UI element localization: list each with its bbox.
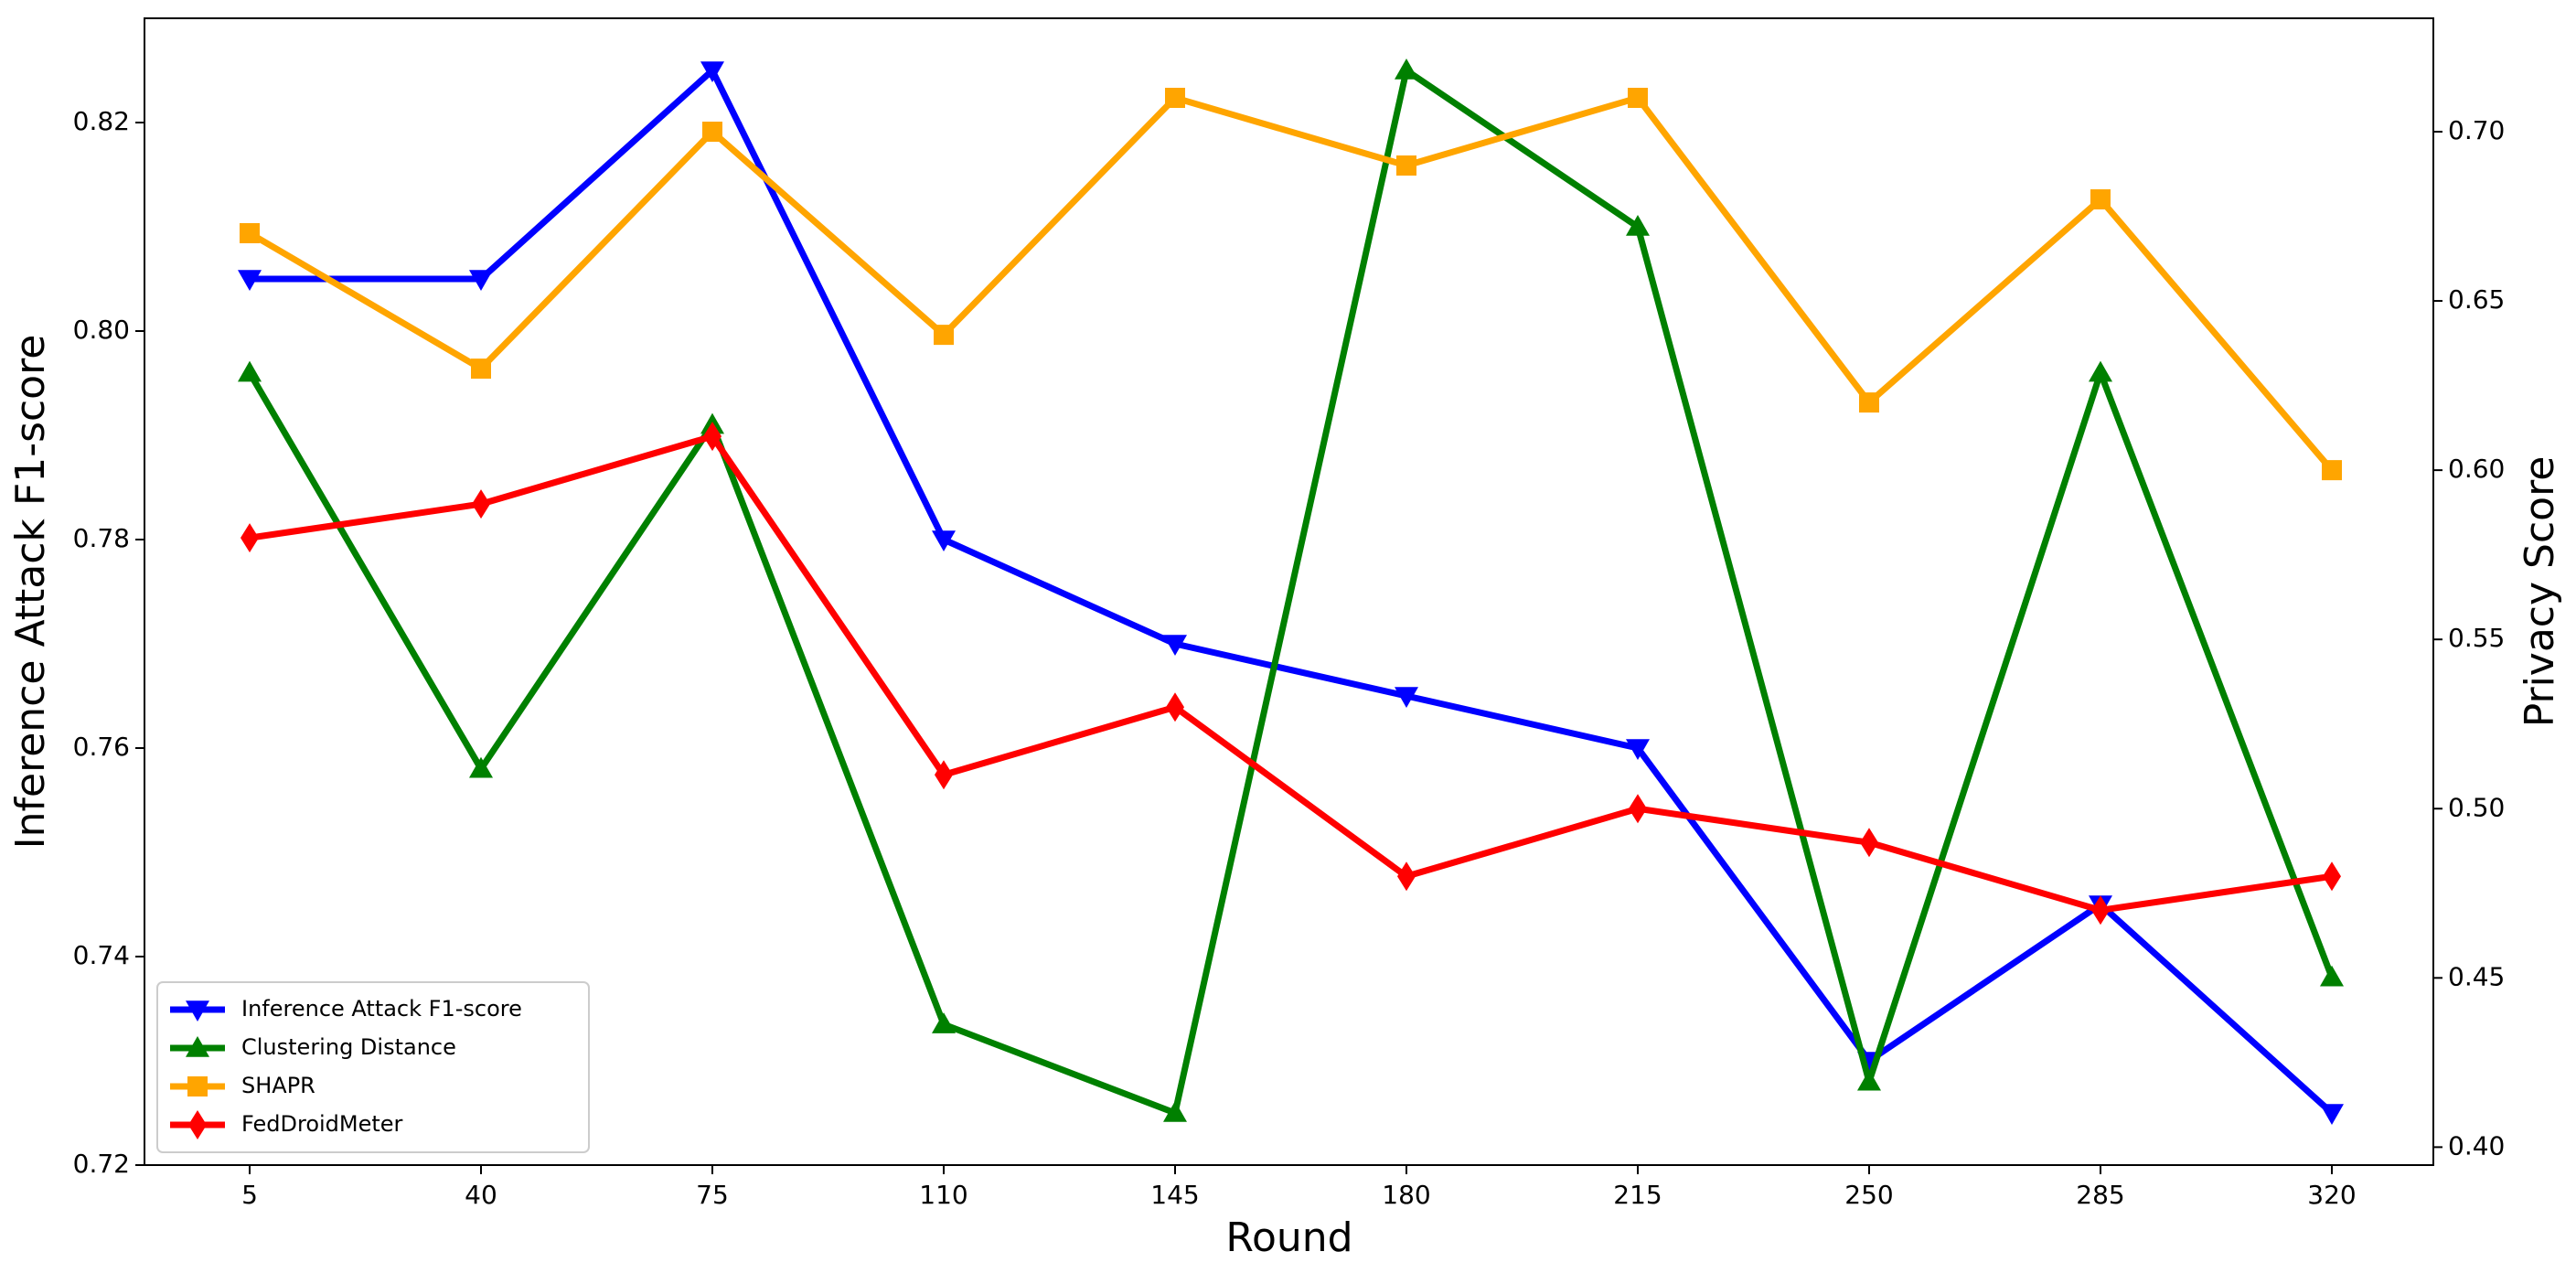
marker bbox=[471, 358, 491, 380]
x-tick-label: 285 bbox=[2076, 1180, 2124, 1210]
marker bbox=[2323, 861, 2341, 892]
series-line bbox=[250, 67, 2335, 1116]
marker bbox=[1859, 392, 1879, 413]
marker bbox=[1396, 155, 1416, 177]
marker bbox=[472, 489, 490, 519]
marker bbox=[1626, 215, 1650, 236]
marker bbox=[188, 1110, 207, 1139]
y2-axis-title: Privacy Score bbox=[2517, 456, 2563, 728]
x-tick-label: 145 bbox=[1150, 1180, 1199, 1210]
legend-label: Inference Attack F1-score bbox=[241, 996, 522, 1022]
marker bbox=[1628, 87, 1648, 108]
x-tick-label: 180 bbox=[1382, 1180, 1430, 1210]
y2-tick-label: 0.65 bbox=[2448, 284, 2505, 315]
marker bbox=[187, 1076, 208, 1096]
marker bbox=[703, 422, 721, 452]
marker bbox=[469, 756, 493, 778]
marker bbox=[238, 360, 262, 382]
y2-tick-label: 0.40 bbox=[2448, 1130, 2505, 1161]
marker bbox=[1629, 794, 1647, 824]
legend-label: Clustering Distance bbox=[241, 1034, 456, 1060]
x-axis-title: Round bbox=[1225, 1214, 1352, 1261]
marker bbox=[1395, 687, 1418, 708]
x-tick-label: 75 bbox=[696, 1180, 729, 1210]
x-tick-label: 40 bbox=[465, 1180, 497, 1210]
y-tick-label: 0.76 bbox=[73, 732, 130, 762]
y2-tick-label: 0.70 bbox=[2448, 115, 2505, 145]
marker bbox=[700, 61, 724, 82]
marker bbox=[1163, 1101, 1187, 1122]
marker bbox=[1397, 861, 1416, 892]
y2-tick-label: 0.45 bbox=[2448, 961, 2505, 991]
marker bbox=[1860, 828, 1878, 858]
y-tick-label: 0.72 bbox=[73, 1149, 130, 1179]
marker bbox=[1857, 1069, 1881, 1091]
y2-tick-label: 0.60 bbox=[2448, 454, 2505, 484]
marker bbox=[240, 223, 260, 244]
x-tick-label: 110 bbox=[919, 1180, 967, 1210]
marker bbox=[2320, 1104, 2344, 1125]
marker bbox=[2090, 189, 2111, 210]
marker bbox=[2091, 895, 2110, 925]
marker bbox=[2322, 460, 2342, 481]
legend-label: SHAPR bbox=[241, 1073, 315, 1098]
marker bbox=[186, 1036, 209, 1057]
legend-label: FedDroidMeter bbox=[241, 1111, 403, 1137]
x-tick-label: 215 bbox=[1613, 1180, 1662, 1210]
marker bbox=[702, 121, 722, 142]
marker bbox=[2320, 965, 2344, 987]
y-tick-label: 0.74 bbox=[73, 940, 130, 970]
marker bbox=[1626, 739, 1650, 760]
x-tick-label: 5 bbox=[241, 1180, 258, 1210]
series-line bbox=[249, 433, 2333, 914]
marker bbox=[238, 270, 262, 291]
legend-box bbox=[156, 981, 590, 1153]
marker bbox=[1165, 87, 1185, 108]
series-line bbox=[248, 94, 2335, 473]
y-tick-label: 0.78 bbox=[73, 523, 130, 553]
marker bbox=[1166, 692, 1184, 722]
y-tick-label: 0.82 bbox=[73, 106, 130, 136]
series-line bbox=[246, 67, 2336, 1117]
marker bbox=[934, 325, 954, 346]
x-tick-label: 320 bbox=[2307, 1180, 2356, 1210]
x-tick-label: 250 bbox=[1844, 1180, 1893, 1210]
y-tick-label: 0.80 bbox=[73, 315, 130, 345]
marker bbox=[469, 270, 493, 291]
y2-tick-label: 0.50 bbox=[2448, 792, 2505, 822]
marker bbox=[2089, 360, 2112, 382]
y-axis-title: Inference Attack F1-score bbox=[7, 335, 54, 850]
marker bbox=[1395, 59, 1418, 80]
marker bbox=[935, 760, 953, 790]
marker bbox=[186, 1000, 209, 1022]
marker bbox=[932, 530, 956, 551]
plot-frame bbox=[144, 17, 2434, 1166]
marker bbox=[1163, 635, 1187, 656]
legend: Inference Attack F1-score Clustering Dist… bbox=[156, 981, 590, 1153]
marker bbox=[240, 523, 259, 553]
marker bbox=[932, 1012, 956, 1033]
y2-tick-label: 0.55 bbox=[2448, 623, 2505, 653]
